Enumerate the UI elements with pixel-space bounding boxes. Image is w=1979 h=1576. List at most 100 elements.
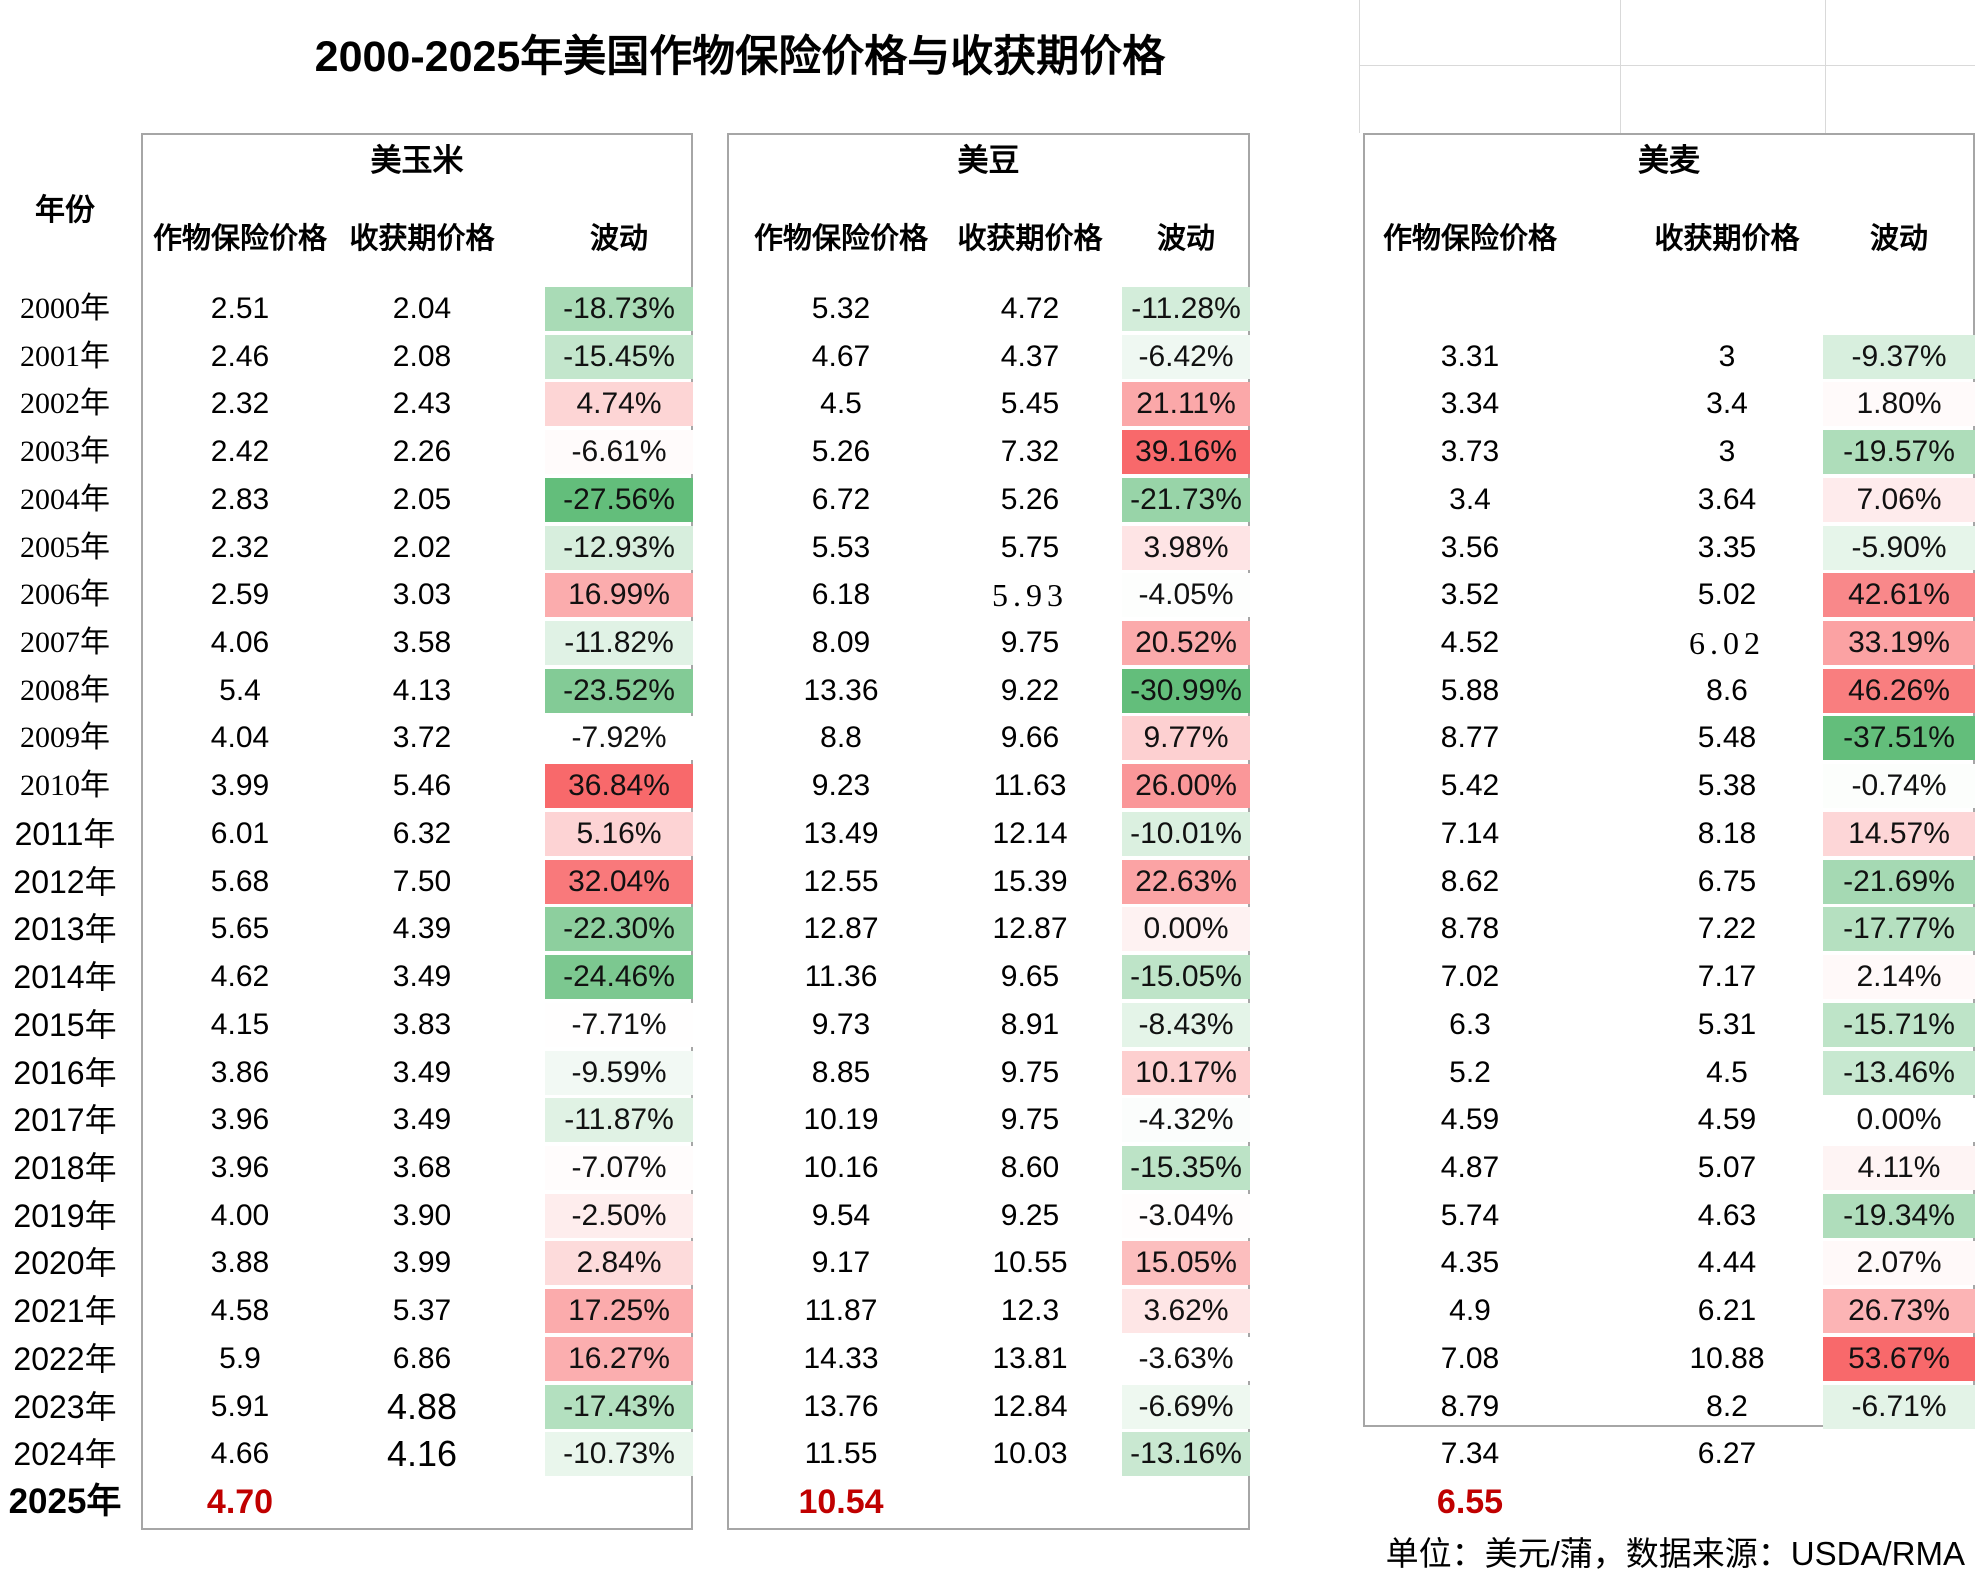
corn-fluctuation-cell: 16.99% [545,573,693,617]
corn-insurance-price-cell: 2.83 [210,483,270,516]
corn-fluctuation-cell: -12.93% [545,526,693,570]
year-label: 2016年 [13,1055,117,1091]
wheat-insurance-price-cell: 7.08 [1440,1342,1500,1375]
soy-fluctuation-cell: -15.35% [1122,1146,1250,1190]
wheat-fluctuation-cell: 7.06% [1823,478,1975,522]
wheat-harvest-price-cell: 6.21 [1697,1294,1757,1327]
corn-fluctuation-cell: -27.56% [545,478,693,522]
corn-harvest-price-cell: 3.03 [392,578,452,611]
wheat-insurance-price-cell: 6.3 [1449,1008,1491,1041]
soy-fluctuation-cell: 22.63% [1122,860,1250,904]
corn-fluctuation-cell: -9.59% [545,1051,693,1095]
corn-harvest-price-cell: 4.39 [392,912,452,945]
soy-fluctuation-cell: 3.98% [1122,526,1250,570]
wheat-fluctuation-cell: 2.14% [1823,955,1975,999]
wheat-insurance-price-cell: 3.56 [1440,531,1500,564]
soy-harvest-price-cell: 9.25 [1000,1199,1060,1232]
wheat-harvest-price-cell: 8.18 [1697,817,1757,850]
wheat-insurance-price-header: 作物保险价格 [1382,223,1557,255]
wheat-fluctuation-cell: -17.77% [1823,907,1975,951]
soy-fluctuation-cell: -6.69% [1122,1385,1250,1429]
soy-fluctuation-header: 波动 [1156,223,1215,255]
year-label: 2018年 [13,1150,117,1186]
corn-insurance-price-cell: 3.96 [210,1103,270,1136]
soy-insurance-price-cell: 10.54 [798,1483,884,1521]
wheat-harvest-price-cell: 6.02 [1689,625,1765,661]
soy-fluctuation-cell: -10.01% [1122,812,1250,856]
corn-harvest-price-cell: 2.05 [392,483,452,516]
soy-insurance-price-cell: 4.67 [811,340,871,373]
wheat-fluctuation-cell: 42.61% [1823,573,1975,617]
soy-harvest-price-cell: 4.72 [1000,292,1060,325]
year-label: 2014年 [13,959,117,995]
year-label: 2002年 [20,387,110,420]
wheat-fluctuation-cell: -5.90% [1823,526,1975,570]
corn-fluctuation-cell: -24.46% [545,955,693,999]
soy-insurance-price-cell: 9.73 [811,1008,871,1041]
soy-insurance-price-cell: 8.85 [811,1056,871,1089]
wheat-insurance-price-cell: 3.31 [1440,340,1500,373]
wheat-insurance-price-cell: 4.59 [1440,1103,1500,1136]
corn-insurance-price-cell: 5.4 [219,674,261,707]
wheat-harvest-price-cell: 3.35 [1697,531,1757,564]
soy-insurance-price-cell: 11.55 [804,1437,878,1470]
year-label: 2003年 [20,435,110,468]
wheat-insurance-price-cell: 4.52 [1440,626,1500,659]
soy-insurance-price-cell: 5.53 [811,531,871,564]
year-column-header: 年份 [35,194,95,227]
wheat-harvest-price-cell: 5.48 [1697,721,1757,754]
wheat-insurance-price-cell: 5.74 [1440,1199,1500,1232]
wheat-fluctuation-cell: 2.07% [1823,1241,1975,1285]
year-label: 2024年 [13,1436,117,1472]
corn-harvest-price-cell: 3.90 [392,1199,452,1232]
spreadsheet-gridline-vertical [1359,0,1360,133]
corn-insurance-price-cell: 2.46 [210,340,270,373]
corn-fluctuation-cell: -23.52% [545,669,693,713]
year-label: 2009年 [20,721,110,754]
corn-harvest-price-header: 收获期价格 [349,223,495,255]
wheat-harvest-price-cell: 3 [1718,435,1736,468]
soy-harvest-price-cell: 9.75 [1000,1056,1060,1089]
wheat-harvest-price-cell: 6.75 [1697,865,1757,898]
corn-harvest-price-cell: 3.49 [392,1056,452,1089]
soy-fluctuation-cell: 15.05% [1122,1241,1250,1285]
soy-fluctuation-cell: -30.99% [1122,669,1250,713]
year-label: 2006年 [20,578,110,611]
wheat-insurance-price-cell: 7.34 [1440,1437,1500,1470]
wheat-fluctuation-cell: -6.71% [1823,1385,1975,1429]
wheat-harvest-price-cell: 5.02 [1697,578,1757,611]
wheat-insurance-price-cell: 8.77 [1440,721,1500,754]
wheat-insurance-price-cell: 3.52 [1440,578,1500,611]
soy-insurance-price-cell: 13.49 [803,817,879,850]
corn-harvest-price-cell: 3.99 [392,1246,452,1279]
corn-fluctuation-cell: -18.73% [545,287,693,331]
year-label: 2010年 [20,769,110,802]
corn-insurance-price-cell: 4.04 [210,721,270,754]
wheat-insurance-price-cell: 5.2 [1449,1056,1491,1089]
soy-fluctuation-cell: 10.17% [1122,1051,1250,1095]
soy-fluctuation-cell: -6.42% [1122,335,1250,379]
soy-harvest-price-cell: 12.87 [992,912,1068,945]
year-label: 2001年 [20,340,110,373]
corn-fluctuation-cell: -7.71% [545,1003,693,1047]
wheat-insurance-price-cell: 3.34 [1440,387,1500,420]
soy-insurance-price-cell: 5.26 [811,435,871,468]
soy-fluctuation-cell: -13.16% [1122,1432,1250,1476]
spreadsheet-gridline-vertical [1620,0,1621,133]
wheat-harvest-price-cell: 4.59 [1697,1103,1757,1136]
year-label: 2011年 [14,816,116,852]
wheat-harvest-price-cell: 7.17 [1697,960,1757,993]
corn-insurance-price-cell: 4.66 [210,1437,270,1470]
corn-harvest-price-cell: 3.83 [392,1008,452,1041]
wheat-fluctuation-cell: 0.00% [1823,1098,1975,1142]
wheat-harvest-price-cell: 5.38 [1697,769,1757,802]
soy-insurance-price-cell: 9.17 [811,1246,871,1279]
corn-insurance-price-cell: 3.96 [210,1151,270,1184]
wheat-harvest-price-cell: 3.64 [1697,483,1757,516]
corn-fluctuation-cell: -7.07% [545,1146,693,1190]
corn-insurance-price-cell: 4.58 [210,1294,270,1327]
year-label: 2004年 [20,483,110,516]
soy-fluctuation-cell: 39.16% [1122,430,1250,474]
soy-harvest-price-cell: 10.03 [992,1437,1068,1470]
wheat-fluctuation-cell: -37.51% [1823,716,1975,760]
